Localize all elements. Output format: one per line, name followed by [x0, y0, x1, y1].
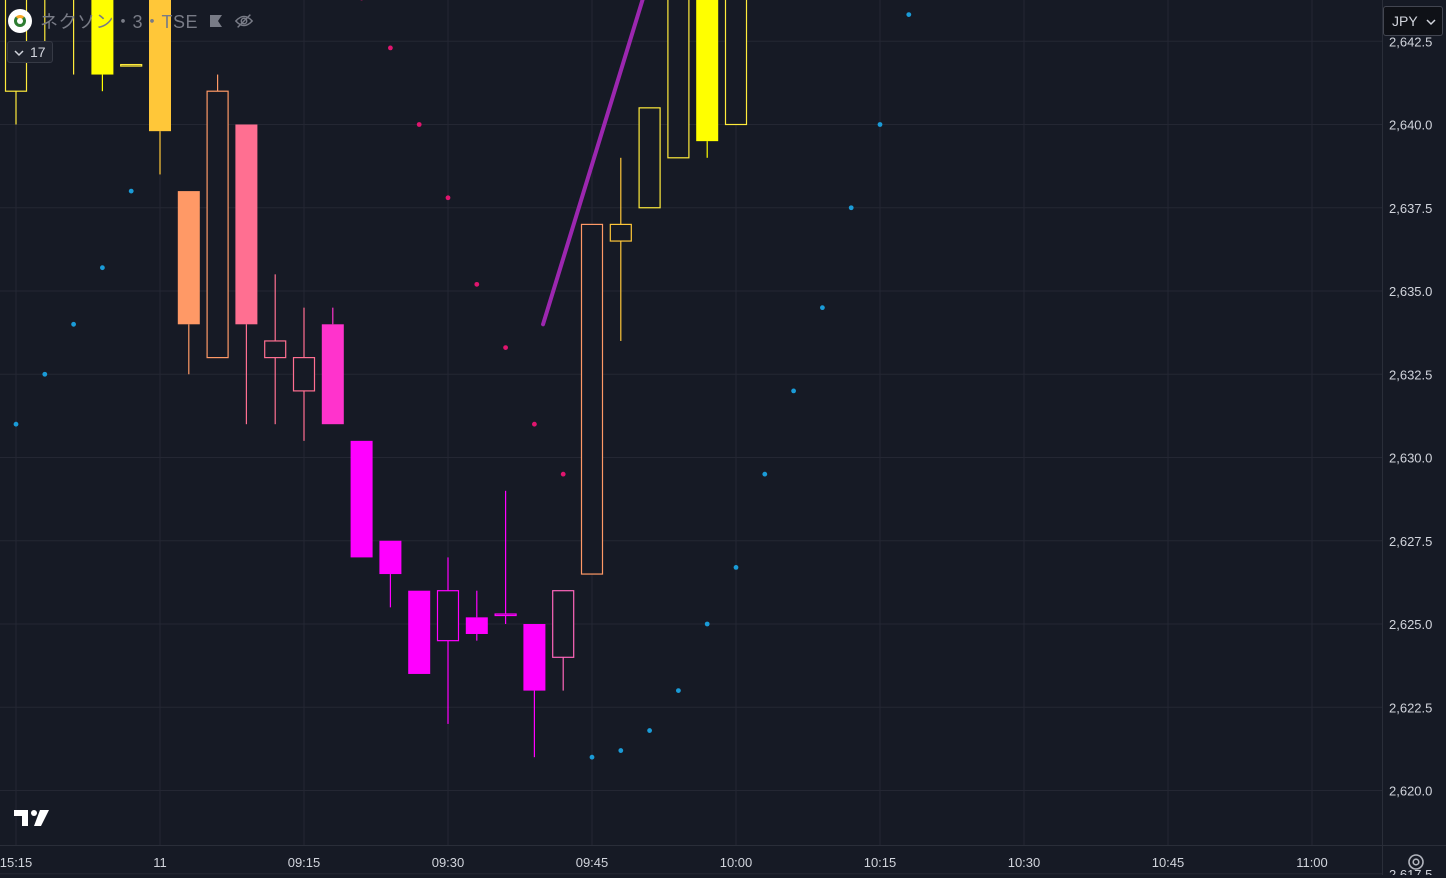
chevron-down-icon — [14, 44, 24, 60]
sar-dot — [618, 748, 623, 753]
candle-body — [610, 224, 631, 241]
symbol-title[interactable]: ネクソン・3・TSE — [40, 8, 198, 34]
x-tick-label: 09:30 — [432, 855, 465, 870]
sar-dot — [14, 422, 19, 427]
sar-dot — [474, 282, 479, 287]
candle-body — [582, 224, 603, 574]
sar-dot — [705, 622, 710, 627]
x-tick-label: 10:45 — [1152, 855, 1185, 870]
flag-icon[interactable] — [206, 11, 226, 31]
tradingview-logo-icon[interactable] — [12, 806, 52, 828]
x-tick-label: 15:15 — [0, 855, 32, 870]
sar-dot — [42, 372, 47, 377]
y-tick-label: 2,637.5 — [1389, 201, 1432, 216]
sar-dot — [71, 322, 76, 327]
chevron-down-icon — [1426, 13, 1436, 29]
x-tick-label: 10:00 — [720, 855, 753, 870]
y-tick-label: 2,625.0 — [1389, 617, 1432, 632]
currency-selector[interactable]: JPY — [1383, 6, 1443, 36]
candle-body — [322, 324, 344, 424]
interval-label: 17 — [30, 44, 46, 60]
candle-body — [668, 0, 689, 158]
y-tick-label: 2,640.0 — [1389, 118, 1432, 133]
y-tick-label: 2,620.0 — [1389, 784, 1432, 799]
sar-dot — [503, 345, 508, 350]
y-tick-label: 2,627.5 — [1389, 534, 1432, 549]
sar-dot — [647, 728, 652, 733]
candle-body — [121, 65, 142, 67]
sar-dot — [820, 305, 825, 310]
sar-dot — [906, 12, 911, 17]
y-tick-label: 2,635.0 — [1389, 284, 1432, 299]
candle-body — [294, 358, 315, 391]
currency-label: JPY — [1392, 13, 1418, 29]
sar-dot — [129, 189, 134, 194]
x-tick-label: 09:45 — [576, 855, 609, 870]
sar-dot — [849, 205, 854, 210]
candle-body — [696, 0, 718, 141]
candle-body — [726, 0, 747, 125]
sar-dot — [388, 46, 393, 51]
candle-body — [207, 91, 228, 357]
candle-body — [639, 108, 660, 208]
candle-body — [265, 341, 286, 358]
y-tick-label: 2,632.5 — [1389, 367, 1432, 382]
gear-icon[interactable] — [1405, 851, 1427, 873]
interval-toggle-button[interactable]: 17 — [7, 41, 53, 63]
candle-body — [495, 614, 516, 616]
candle-body — [438, 591, 459, 641]
y-tick-label: 2,630.0 — [1389, 451, 1432, 466]
candle-body — [408, 591, 430, 674]
candle-body — [351, 441, 373, 558]
y-tick-label: 2,622.5 — [1389, 700, 1432, 715]
candle-body — [466, 617, 488, 634]
sar-dot — [417, 122, 422, 127]
sar-dot — [561, 472, 566, 477]
sar-dot — [532, 422, 537, 427]
sar-dot — [100, 265, 105, 270]
y-tick-label: 2,642.5 — [1389, 34, 1432, 49]
sar-dot — [878, 122, 883, 127]
sar-dot — [446, 195, 451, 200]
sar-dot — [676, 688, 681, 693]
candle-body — [178, 191, 200, 324]
x-tick-label: 10:30 — [1008, 855, 1041, 870]
sar-dot — [762, 472, 767, 477]
x-tick-label: 11:00 — [1296, 855, 1328, 870]
sar-dot — [791, 389, 796, 394]
candle-body — [553, 591, 574, 658]
candle-body — [523, 624, 545, 691]
x-tick-label: 09:15 — [288, 855, 321, 870]
eye-off-icon[interactable] — [234, 11, 254, 31]
sar-dot — [734, 565, 739, 570]
candle-body — [379, 541, 401, 574]
x-tick-label: 11 — [153, 855, 167, 870]
x-tick-label: 10:15 — [864, 855, 897, 870]
chart-header: ネクソン・3・TSE — [8, 8, 254, 34]
sar-dot — [590, 755, 595, 760]
candle-body — [235, 125, 257, 325]
logo-icon — [8, 9, 32, 33]
